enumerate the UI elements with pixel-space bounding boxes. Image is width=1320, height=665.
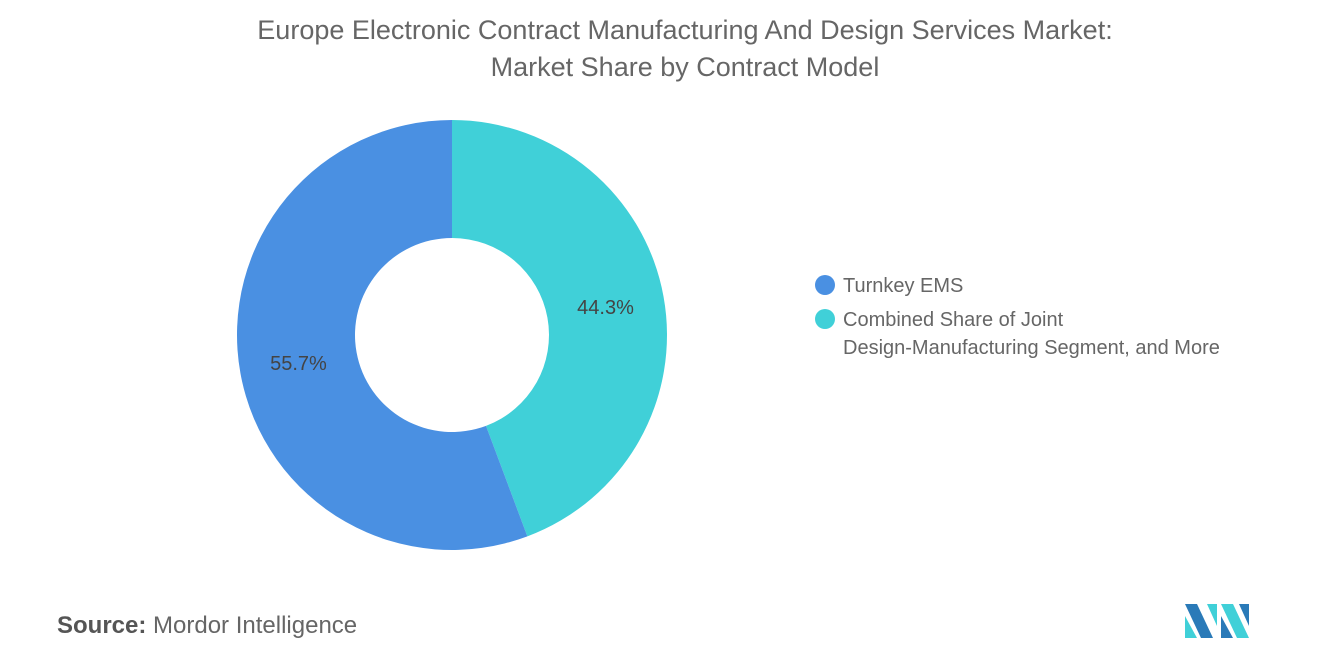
legend-label: Turnkey EMS <box>843 275 964 297</box>
data-label-0: 55.7% <box>270 353 327 375</box>
legend: Turnkey EMS Combined Share of Joint Desi… <box>815 272 1220 368</box>
chart-title-line1: Europe Electronic Contract Manufacturing… <box>257 15 1113 45</box>
legend-marker <box>815 275 835 295</box>
source-value: Mordor Intelligence <box>153 612 358 639</box>
legend-label: Combined Share of Joint Design-Manufactu… <box>843 306 1220 362</box>
chart-subtitle: Market Share by Contract Model <box>490 52 880 82</box>
donut-slice-1[interactable] <box>452 120 667 537</box>
legend-item-combined[interactable]: Combined Share of Joint Design-Manufactu… <box>815 306 1220 362</box>
legend-label-line1: Combined Share of Joint <box>843 309 1064 331</box>
donut-slice-0[interactable] <box>236 120 528 550</box>
source-label: Source: <box>57 612 147 639</box>
chart-title: Europe Electronic Contract Manufacturing… <box>0 12 1320 86</box>
mordor-intelligence-logo-icon <box>1185 604 1249 638</box>
legend-label-line2: Design-Manufacturing Segment, and More <box>843 337 1220 359</box>
legend-marker <box>815 309 835 329</box>
source-note: Source: Mordor Intelligence <box>57 612 357 640</box>
data-label-1: 44.3% <box>577 297 634 319</box>
legend-item-turnkey[interactable]: Turnkey EMS <box>815 272 1220 300</box>
